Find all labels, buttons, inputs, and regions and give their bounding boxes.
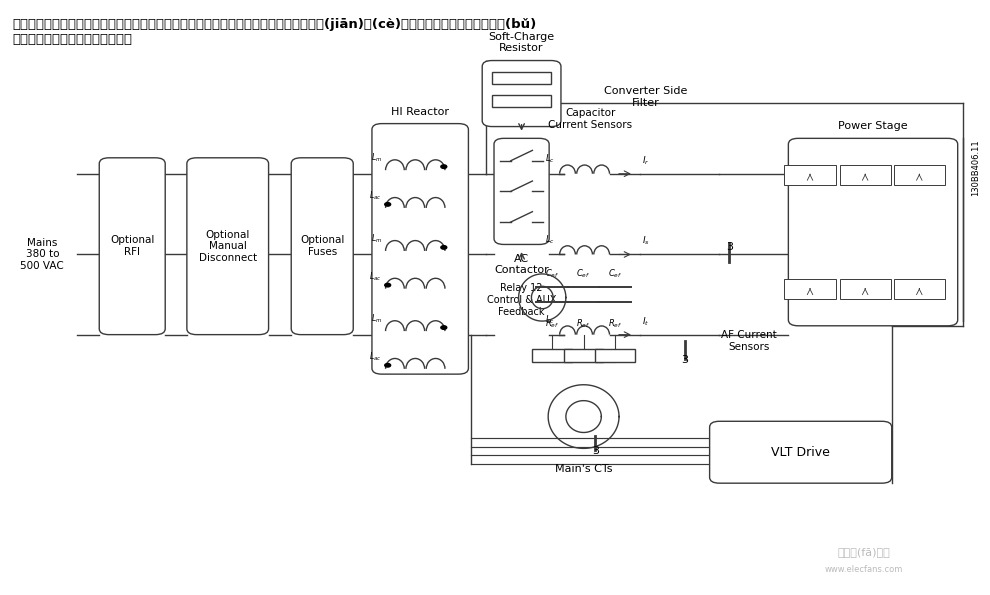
Text: HI Reactor: HI Reactor [391,107,449,117]
Bar [492,95,551,107]
Circle shape [441,326,446,329]
Text: $R_{ef}$: $R_{ef}$ [544,317,559,330]
Text: 130BB406.11: 130BB406.11 [971,139,980,196]
Text: $L_c$: $L_c$ [545,234,555,246]
Text: Power Stage: Power Stage [839,121,908,131]
Text: $L_m$: $L_m$ [370,233,382,245]
Circle shape [441,246,446,249]
FancyBboxPatch shape [482,61,561,127]
Text: Relay 12
Control & AUX
Feedback: Relay 12 Control & AUX Feedback [487,283,556,317]
Text: VLT Drive: VLT Drive [771,446,830,459]
Text: www.elecfans.com: www.elecfans.com [825,565,903,574]
Text: Optional
Fuses: Optional Fuses [300,236,345,257]
Text: 電子發(fā)燒友: 電子發(fā)燒友 [838,547,891,557]
Bar [840,165,891,185]
Text: $L_{ac}$: $L_{ac}$ [369,270,382,283]
FancyBboxPatch shape [788,139,957,326]
Text: $I_t$: $I_t$ [642,315,649,328]
FancyBboxPatch shape [291,158,353,334]
Text: $L_{ac}$: $L_{ac}$ [369,350,382,363]
Circle shape [385,283,391,287]
FancyBboxPatch shape [99,158,165,334]
Bar [784,165,836,185]
Text: Optional
Manual
Disconnect: Optional Manual Disconnect [199,230,256,263]
Text: $L_c$: $L_c$ [545,153,555,165]
Bar [595,349,635,362]
Text: Mains
380 to
500 VAC: Mains 380 to 500 VAC [21,238,64,271]
Text: 低諧波變頻器是一種大功率型變頻器，帶有集成的有源濾波器。有源濾波器是一種積極監(jiān)測(cè)諧波失真水平并向線路注入補(bǔ)
償性諧波電流以消除諧波的: 低諧波變頻器是一種大功率型變頻器，帶有集成的有源濾波器。有源濾波器是一種積極監(… [13,17,537,45]
Text: $I_r$: $I_r$ [642,154,649,167]
Text: $L_m$: $L_m$ [370,313,382,325]
Text: Converter Side
Filter: Converter Side Filter [604,86,687,108]
Bar [564,349,603,362]
Text: Soft-Charge
Resistor: Soft-Charge Resistor [488,32,554,54]
Text: $C_{ef}$: $C_{ef}$ [576,267,591,280]
Text: $L_{ac}$: $L_{ac}$ [369,190,382,202]
Text: 3: 3 [592,446,599,456]
Bar [894,165,944,185]
Text: $R_{ef}$: $R_{ef}$ [608,317,623,330]
FancyBboxPatch shape [494,139,549,245]
FancyBboxPatch shape [372,124,468,374]
Text: $R_{ef}$: $R_{ef}$ [576,317,591,330]
Text: $C_{ef}$: $C_{ef}$ [544,267,559,280]
Circle shape [385,364,391,367]
Bar [533,349,572,362]
Bar [840,279,891,299]
Text: $L_m$: $L_m$ [370,152,382,164]
Bar [492,73,551,84]
FancyBboxPatch shape [187,158,268,334]
Text: 3: 3 [681,355,688,365]
Bar [894,279,944,299]
Text: AC
Contactor: AC Contactor [494,254,548,275]
Text: $C_{ef}$: $C_{ef}$ [608,267,623,280]
Bar [784,279,836,299]
Text: Capacitor
Current Sensors: Capacitor Current Sensors [548,108,633,130]
Circle shape [385,203,391,206]
Text: 3: 3 [726,242,733,252]
Text: $L_c$: $L_c$ [545,314,555,327]
FancyBboxPatch shape [710,421,892,483]
Text: AF Current
Sensors: AF Current Sensors [721,330,777,352]
Text: $I_s$: $I_s$ [642,235,649,248]
Text: Optional
RFI: Optional RFI [110,236,154,257]
Text: Main's CTs: Main's CTs [554,464,613,474]
Circle shape [441,165,446,168]
